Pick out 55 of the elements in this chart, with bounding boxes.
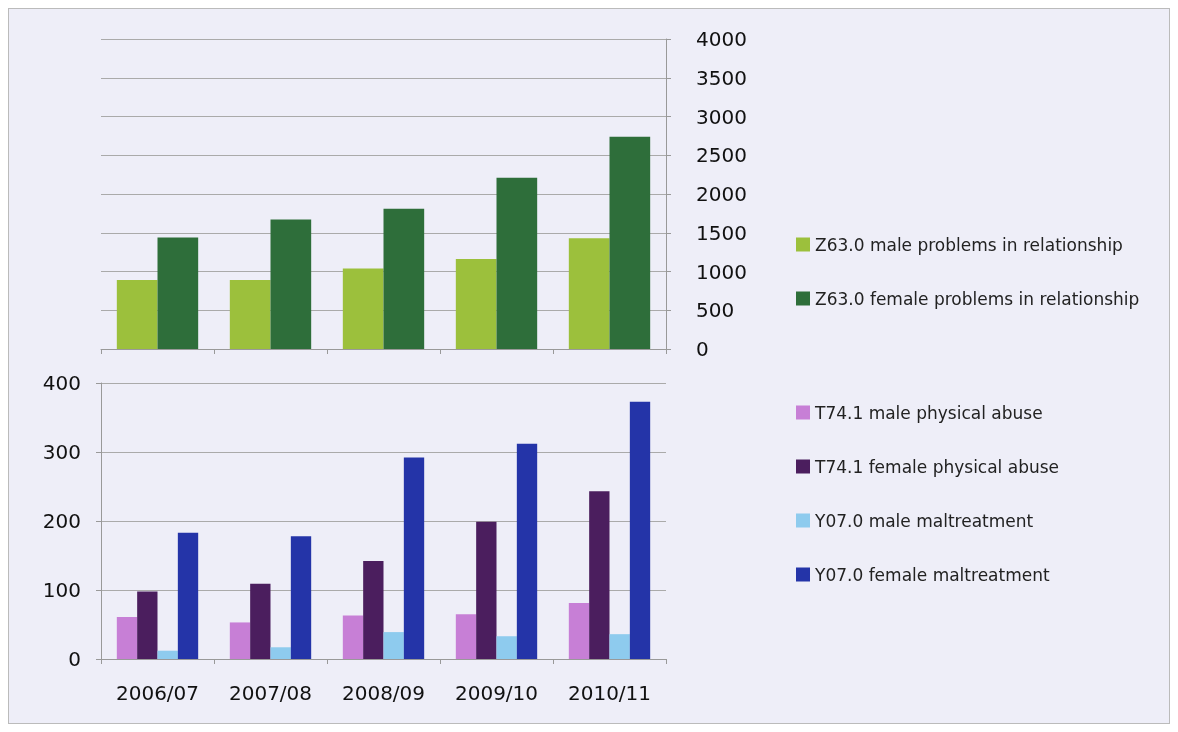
y-tick-label: 2500: [696, 143, 747, 168]
bar: [116, 280, 158, 349]
bar: [157, 237, 199, 349]
bar: [629, 401, 651, 659]
bar: [516, 443, 538, 659]
x-tick-label: 2010/11: [567, 681, 652, 705]
legend-label: T74.1 female physical abuse: [814, 456, 1060, 477]
legend-label: Y07.0 male maltreatment: [814, 510, 1034, 531]
y-tick-label: 200: [42, 509, 81, 533]
x-tick-label: 2009/10: [454, 681, 539, 705]
bar: [270, 219, 312, 349]
x-tick-label: 2007/08: [228, 681, 313, 705]
y-tick-label: 300: [42, 440, 81, 464]
bar: [270, 647, 291, 659]
bar: [383, 632, 404, 659]
bar: [476, 521, 497, 659]
y-tick-label: 2000: [696, 182, 747, 206]
y-tick-label: 4000: [696, 27, 747, 51]
x-tick-label: 2008/09: [341, 681, 426, 705]
y-tick-label: 1500: [696, 220, 747, 245]
y-tick-label: 3000: [696, 104, 747, 129]
legend-label: Z63.0 male problems in relationship: [815, 234, 1123, 255]
bar: [342, 615, 364, 659]
x-tick-label: 2006/07: [115, 681, 200, 705]
bar: [496, 636, 517, 659]
bar: [455, 614, 477, 659]
bar: [455, 259, 497, 349]
bar: [177, 532, 199, 659]
legend-label: T74.1 male physical abuse: [814, 402, 1043, 423]
legend-label: Z63.0 female problems in relationship: [815, 288, 1140, 309]
y-tick-label: 1000: [696, 259, 747, 284]
y-tick-label: 3500: [696, 65, 747, 90]
y-tick-label: 500: [696, 298, 735, 323]
bar: [229, 622, 251, 659]
y-tick-label: 0: [696, 337, 709, 361]
legend-label: Y07.0 female maltreatment: [814, 564, 1050, 585]
bar: [383, 208, 425, 349]
bar: [157, 650, 178, 659]
bar: [496, 177, 538, 349]
y-tick-label: 400: [42, 371, 81, 395]
bar: [609, 634, 630, 659]
bar: [403, 457, 425, 659]
bar: [229, 280, 271, 349]
bar: [342, 268, 384, 349]
bar: [137, 591, 158, 659]
bar: [609, 136, 651, 349]
y-tick-label: 0: [68, 647, 81, 671]
bar: [250, 583, 271, 659]
bar: [290, 536, 312, 659]
y-tick-label: 100: [42, 578, 81, 602]
bar: [116, 616, 138, 659]
bar: [589, 491, 610, 659]
bar: [568, 603, 590, 659]
bar: [568, 238, 610, 349]
bar: [363, 561, 384, 659]
